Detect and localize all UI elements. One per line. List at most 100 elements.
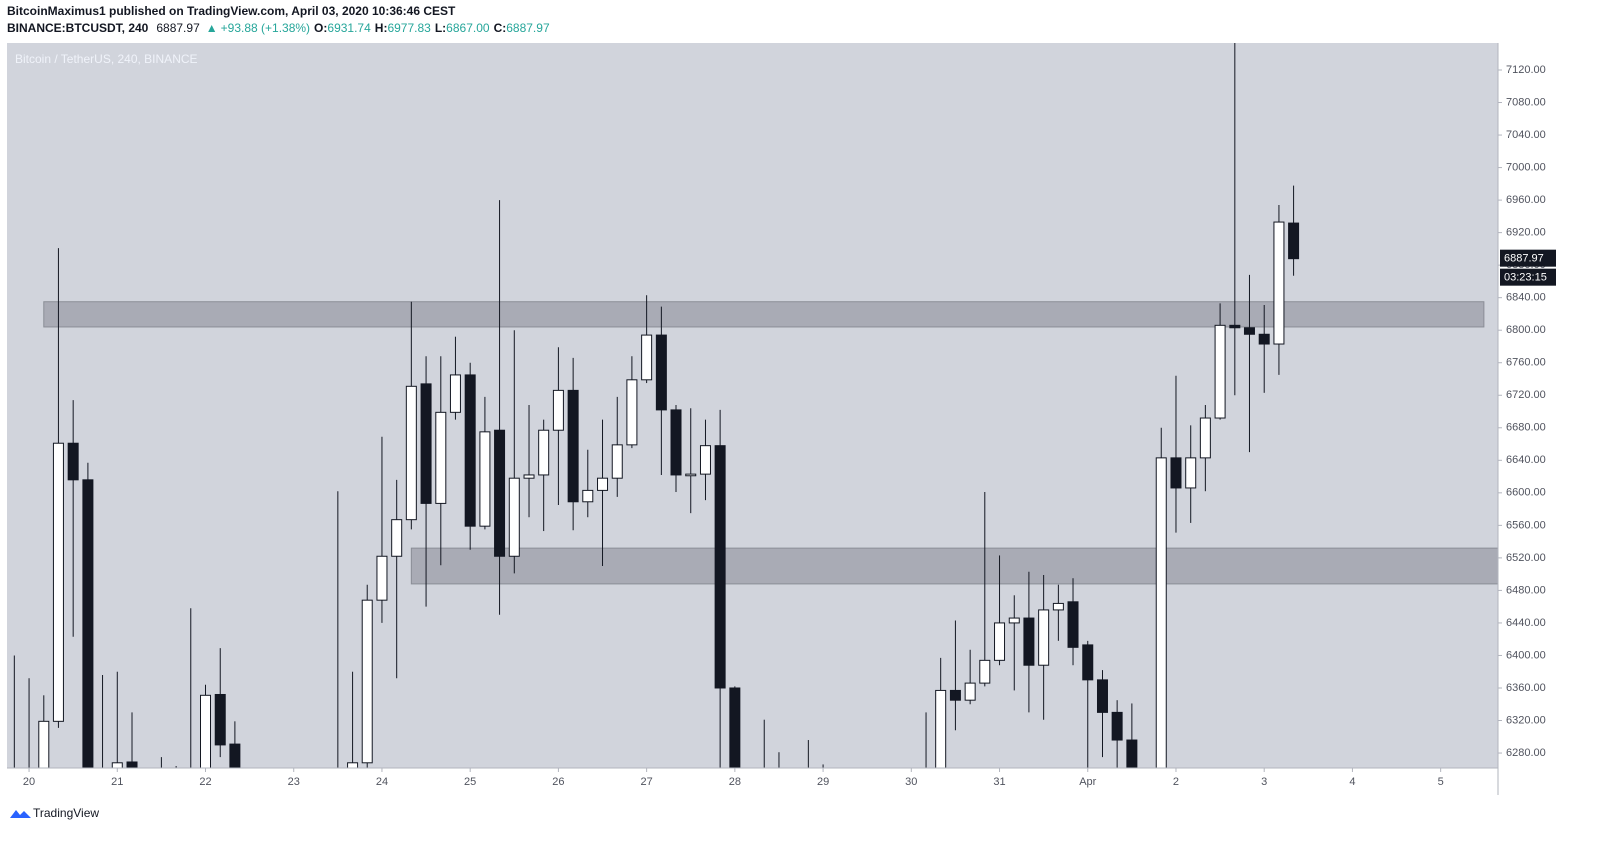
candle-body [98, 786, 108, 794]
publish-line: BitcoinMaximus1 published on TradingView… [7, 4, 456, 18]
candle-body [906, 790, 916, 794]
candle-body [1199, 417, 1211, 459]
candle-body [1023, 617, 1035, 666]
candle-body [1243, 327, 1255, 335]
candle-body [964, 682, 976, 701]
y-tick-label: 6680.00 [1506, 422, 1546, 434]
symbol: BINANCE:BTCUSDT, 240 [7, 21, 149, 35]
ohlc-label: O: [314, 21, 327, 35]
x-tick-label: 23 [288, 776, 300, 788]
y-tick-label: 6280.00 [1506, 747, 1546, 759]
y-tick-label: 7040.00 [1506, 129, 1546, 141]
candle-body [318, 786, 328, 790]
candle-body [994, 622, 1006, 661]
ohlc-label: H: [375, 21, 388, 35]
candle-body [1170, 457, 1182, 489]
y-tick-label: 6520.00 [1506, 552, 1546, 564]
candle-body [935, 689, 947, 768]
candle-body [494, 429, 506, 557]
y-tick-label: 6480.00 [1506, 584, 1546, 596]
x-tick-label: 20 [23, 776, 35, 788]
candle-body [1155, 457, 1167, 768]
ohlc: O:6931.74 H:6977.83 L:6867.00 C:6887.97 [314, 21, 550, 35]
candle-body [479, 431, 491, 527]
candle-body [745, 777, 755, 785]
candle-body [641, 334, 653, 381]
y-tick-label: 6760.00 [1506, 357, 1546, 369]
candle-body [156, 773, 166, 781]
candle-body [259, 794, 269, 802]
y-tick-label: 6400.00 [1506, 649, 1546, 661]
candle-body [626, 379, 638, 446]
ohlc-label: C: [494, 21, 507, 35]
zone [43, 301, 1485, 328]
candle-body [391, 519, 403, 557]
candle-body [214, 693, 226, 746]
candle-body [1214, 324, 1226, 419]
footer-brand: TradingView [33, 806, 99, 820]
candle-body [361, 599, 373, 764]
candle-body [774, 781, 784, 789]
candle-body [142, 777, 152, 785]
candle-body [289, 798, 299, 806]
candle-body [405, 385, 417, 521]
candle-body [892, 790, 902, 794]
candle-body [229, 743, 241, 768]
candle-body [552, 389, 564, 431]
candle-body [200, 694, 212, 768]
candle-body [274, 802, 284, 806]
candle-body [171, 773, 181, 777]
x-tick-label: 24 [376, 776, 388, 788]
y-tick-label: 6560.00 [1506, 519, 1546, 531]
x-tick-label: 5 [1438, 776, 1444, 788]
candle-body [685, 473, 697, 477]
candle-body [435, 411, 447, 504]
candle-body [1185, 457, 1197, 489]
x-tick-label: 29 [817, 776, 829, 788]
ohlc-value: 6931.74 [327, 21, 371, 35]
y-tick-label: 6800.00 [1506, 324, 1546, 336]
y-tick-label: 6440.00 [1506, 617, 1546, 629]
ohlc-value: 6887.97 [506, 21, 550, 35]
x-tick-label: 26 [552, 776, 564, 788]
countdown: 03:23:15 [1504, 272, 1547, 284]
candle-body [803, 786, 813, 794]
candle-body [759, 781, 769, 785]
y-tick-label: 6320.00 [1506, 714, 1546, 726]
y-tick-label: 6600.00 [1506, 487, 1546, 499]
candle-body [1126, 739, 1138, 768]
zone [410, 547, 1498, 585]
candle-body [949, 689, 961, 701]
x-tick-label: 28 [729, 776, 741, 788]
x-tick-label: 3 [1261, 776, 1267, 788]
candle-body [699, 445, 711, 475]
candle-body [82, 479, 94, 768]
y-tick-label: 7080.00 [1506, 96, 1546, 108]
candle-body [523, 474, 535, 479]
candle-body [1052, 602, 1064, 611]
y-tick-label: 6840.00 [1506, 292, 1546, 304]
x-tick-label: 22 [199, 776, 211, 788]
last-price-label: 6887.97 [1504, 253, 1544, 265]
candle-body [52, 442, 64, 722]
candle-body [449, 374, 461, 413]
logo-icon [10, 810, 31, 818]
y-tick-label: 6920.00 [1506, 227, 1546, 239]
candle-body [420, 383, 432, 504]
candle-body [464, 374, 476, 527]
candle-body [567, 389, 579, 503]
price: 6887.97 [156, 21, 200, 35]
x-tick-label: 4 [1349, 776, 1355, 788]
y-tick-label: 7120.00 [1506, 64, 1546, 76]
x-tick-label: 21 [111, 776, 123, 788]
candle-body [582, 489, 594, 503]
candle-body [877, 790, 887, 794]
candle-body [1111, 711, 1123, 741]
candle-body [1288, 222, 1300, 260]
candle-body [1082, 644, 1094, 681]
candle-body [9, 777, 19, 793]
x-tick-label: 31 [993, 776, 1005, 788]
candle-body [862, 790, 872, 794]
candle-body [847, 790, 857, 794]
axes: 6280.00 6320.00 6360.00 6400.00 6440.00 6480.… [23, 64, 1556, 788]
